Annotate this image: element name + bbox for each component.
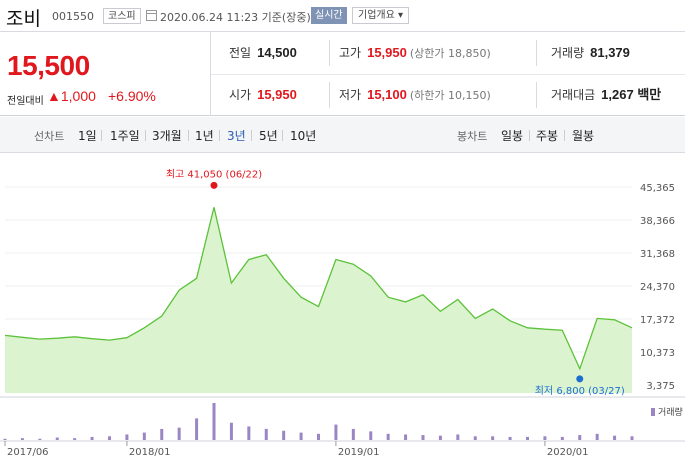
volume-bar — [369, 431, 373, 440]
quote-stats-grid: 전일 14,500 고가 15,950 (상한가 18,850) 거래량 81,379 … — [210, 32, 685, 116]
quote-datetime: 2020.06.24 11:23 기준(장중) — [160, 11, 311, 24]
volume-bar — [351, 428, 355, 440]
period-1y[interactable]: 1년 — [195, 129, 214, 143]
open-cell: 시가 15,950 — [229, 87, 297, 102]
volume-bar — [299, 432, 303, 440]
x-tick-label: 2018/01 — [129, 447, 171, 458]
volume-bar — [526, 436, 529, 440]
volume-bar — [473, 436, 477, 440]
low-cell: 저가 15,100 (하한가 10,150) — [339, 87, 491, 102]
period-5y[interactable]: 5년 — [259, 129, 278, 143]
volume-value: 81,379 — [590, 45, 630, 60]
line-chart-label: 선차트 — [34, 130, 65, 143]
current-price: 15,500 — [7, 50, 90, 81]
max-label: 최고 41,050 (06/22) — [166, 168, 262, 180]
candle-weekly[interactable]: 주봉 — [536, 129, 559, 143]
volume-bar — [38, 438, 42, 440]
volume-bar — [177, 427, 181, 440]
high-value: 15,950 — [367, 45, 407, 60]
quote-panel: 15,500 전일대비 ▲1,000 +6.90% 전일 14,500 고가 15,… — [0, 32, 685, 116]
period-1w[interactable]: 1주일 — [110, 129, 140, 143]
turnover-cell: 거래대금 1,267 백만 — [551, 87, 662, 102]
period-1d[interactable]: 1일 — [78, 129, 97, 143]
y-tick-label: 3,375 — [646, 381, 675, 392]
volume-bar — [160, 428, 164, 440]
volume-bar — [491, 436, 495, 440]
max-marker — [210, 181, 218, 189]
candle-monthly[interactable]: 월봉 — [572, 129, 595, 143]
y-tick-label: 31,368 — [640, 249, 675, 260]
x-tick-label: 2019/01 — [338, 447, 380, 458]
period-3y[interactable]: 3년 — [227, 129, 246, 143]
volume-bar — [142, 432, 146, 440]
realtime-button[interactable]: 실시간 — [311, 7, 347, 24]
stock-name: 조비 — [6, 8, 41, 30]
volume-bar — [438, 435, 442, 440]
calendar-icon — [146, 10, 157, 21]
y-tick-label: 45,365 — [640, 183, 675, 194]
volume-bar — [73, 438, 77, 440]
lower-limit: (하한가 10,150) — [409, 89, 491, 102]
volume-bar — [404, 434, 408, 440]
volume-bar — [20, 438, 24, 440]
price-line — [4, 207, 633, 371]
volume-legend-label: 거래량 — [658, 406, 683, 418]
change-label: 전일대비 — [7, 96, 44, 107]
prev-close-value: 14,500 — [257, 45, 297, 60]
candle-daily[interactable]: 일봉 — [501, 129, 524, 143]
volume-bar — [264, 428, 268, 440]
volume-bar — [613, 435, 617, 440]
change-value: ▲1,000 — [47, 88, 96, 104]
volume-bar — [578, 435, 582, 440]
turnover-value: 1,267 백만 — [601, 87, 662, 102]
volume-bar — [317, 433, 320, 440]
price-chart: 45,365 38,366 31,368 24,370 17,372 10,373 3,37… — [0, 153, 685, 462]
volume-bar — [334, 424, 338, 440]
volume-bar — [630, 436, 634, 440]
volume-bar — [282, 430, 286, 440]
low-value: 15,100 — [367, 87, 407, 102]
volume-bar — [212, 403, 216, 440]
prev-close-cell: 전일 14,500 — [229, 45, 297, 60]
volume-bar — [560, 436, 564, 440]
period-10y[interactable]: 10년 — [290, 129, 317, 143]
y-tick-label: 38,366 — [640, 216, 675, 227]
candle-chart-label: 봉차트 — [457, 130, 488, 143]
company-info-dropdown[interactable]: 기업개요 ▾ — [352, 7, 409, 24]
volume-bar — [595, 433, 599, 440]
y-tick-label: 17,372 — [640, 315, 675, 326]
volume-bar — [386, 433, 390, 440]
chart-toolbar: 선차트 1일 1주일 3개월 1년 3년 5년 10년 봉차트 일봉 주봉 월봉 — [0, 117, 685, 153]
y-tick-label: 24,370 — [640, 282, 675, 293]
change-percent: +6.90% — [108, 88, 156, 104]
volume-bar — [125, 434, 129, 440]
volume-bar — [247, 426, 251, 440]
min-marker — [576, 375, 584, 383]
stock-code: 001550 — [52, 10, 94, 23]
upper-limit: (상한가 18,850) — [409, 47, 491, 60]
volume-bar — [3, 438, 7, 440]
volume-bar — [55, 437, 59, 440]
high-cell: 고가 15,950 (상한가 18,850) — [339, 45, 491, 60]
min-label: 최저 6,800 (03/27) — [535, 385, 625, 397]
volume-bar — [543, 436, 547, 440]
x-tick-label: 2020/01 — [547, 447, 589, 458]
y-tick-label: 10,373 — [640, 348, 675, 359]
volume-bar — [421, 435, 425, 440]
volume-bar — [229, 422, 233, 440]
volume-bar — [456, 434, 460, 440]
price-area — [5, 207, 632, 393]
volume-bar — [508, 436, 512, 440]
price-chart-svg: 45,365 38,366 31,368 24,370 17,372 10,373 3,37… — [0, 168, 685, 458]
period-3m[interactable]: 3개월 — [152, 129, 182, 143]
volume-bar — [195, 418, 199, 440]
market-badge: 코스피 — [103, 8, 141, 24]
volume-legend-swatch — [651, 408, 655, 416]
volume-bar — [108, 436, 111, 440]
volume-cell: 거래량 81,379 — [551, 45, 630, 60]
open-value: 15,950 — [257, 87, 297, 102]
volume-bar — [90, 436, 94, 440]
stock-header: 조비 001550 코스피 2020.06.24 11:23 기준(장중) 실시… — [0, 0, 685, 32]
x-tick-label: 2017/06 — [7, 447, 49, 458]
